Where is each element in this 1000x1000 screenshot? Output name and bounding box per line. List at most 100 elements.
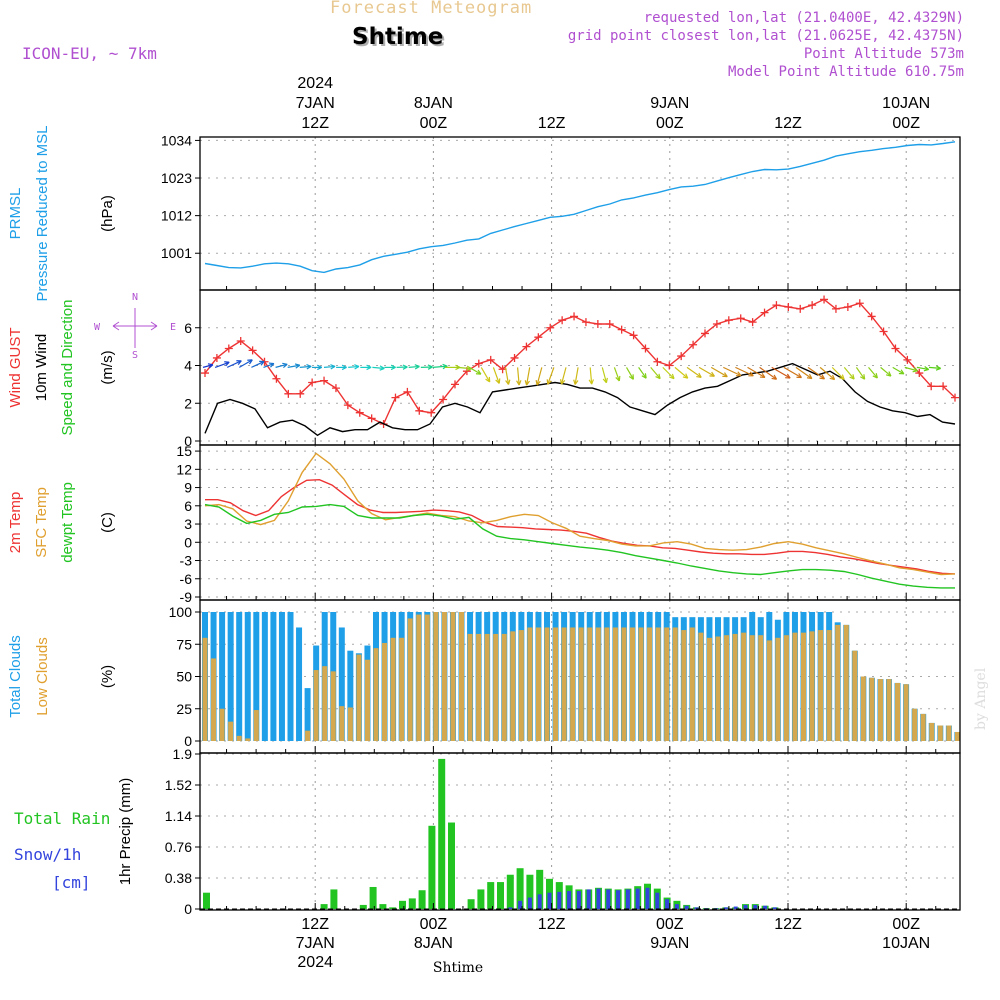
clouds-bar-low-clouds: [373, 648, 379, 741]
clouds-bar-low-clouds: [749, 635, 755, 741]
precip-bar-snow-h: [743, 904, 748, 909]
precip-legend-item: Total Rain: [14, 809, 110, 828]
gust-marker: [308, 378, 317, 387]
pressure-ylabel: PRMSL: [7, 188, 24, 240]
clouds-bar-low-clouds: [595, 627, 601, 741]
wind-direction-arrow: [287, 364, 300, 368]
wind-direction-arrow: [275, 363, 288, 368]
clouds-bar-low-clouds: [510, 631, 516, 741]
top-time-label: 2024: [297, 75, 333, 92]
gust-marker: [581, 318, 590, 327]
gust-marker: [391, 393, 400, 402]
gust-marker: [439, 395, 448, 404]
temperature-ylabel: SFC Temp: [33, 487, 50, 558]
gust-marker: [272, 374, 281, 383]
gust-marker: [617, 325, 626, 334]
wind-direction-arrowhead: [402, 364, 408, 370]
wind-direction-arrowhead: [849, 374, 855, 380]
gust-marker: [558, 316, 567, 325]
wind-ylabel: Speed and Direction: [59, 300, 76, 436]
gust-marker: [284, 389, 293, 398]
wind-direction-arrow: [560, 367, 567, 385]
bottom-time-label: 00Z: [892, 916, 920, 933]
wind-direction-arrow: [662, 366, 675, 380]
clouds-bar-low-clouds: [792, 632, 798, 741]
wind-direction-arrow: [517, 367, 520, 386]
wind-direction-arrow: [638, 367, 647, 379]
clouds-bar-low-clouds: [561, 627, 567, 741]
bottom-time-label: 00Z: [656, 916, 684, 933]
wind-direction-arrowhead: [354, 364, 360, 370]
clouds-bar-low-clouds: [954, 731, 960, 741]
clouds-bar-low-clouds: [766, 640, 772, 741]
requested-coords: requested lon,lat (21.0400E, 42.4329N): [643, 10, 964, 26]
clouds-bar-low-clouds: [903, 684, 909, 741]
wind-direction-arrow: [831, 366, 845, 380]
gust-marker: [879, 327, 888, 336]
wind-direction-arrowhead: [247, 359, 253, 365]
wind-direction-arrow: [547, 367, 555, 385]
gust-marker: [724, 316, 733, 325]
wind-direction-arrow: [323, 365, 336, 368]
wind-direction-arrow: [650, 367, 661, 380]
clouds-bar-low-clouds: [706, 637, 712, 741]
precip-bar-total-rain: [516, 868, 524, 909]
wind-direction-arrowhead: [224, 361, 230, 367]
wind-direction-arrow: [880, 366, 892, 377]
temperature-ytick-label: -3: [180, 553, 193, 569]
clouds-bar-low-clouds: [416, 614, 422, 741]
wind-direction-arrowhead: [829, 374, 836, 381]
wind-ylabel: Wind GUST: [7, 327, 24, 407]
precip-ytick-label: 0.76: [165, 839, 192, 855]
gust-marker: [772, 301, 781, 310]
precip-bar-total-rain: [389, 907, 397, 909]
wind-direction-arrow: [686, 366, 702, 378]
compass-south: S: [132, 350, 138, 361]
precip-bar-snow-h: [733, 906, 738, 909]
temperature-ytick-label: -9: [180, 589, 193, 605]
wind-direction-arrowhead: [379, 365, 385, 371]
wind-direction-arrowhead: [641, 373, 647, 379]
clouds-bar-low-clouds: [604, 627, 610, 741]
wind-direction-arrow: [525, 367, 531, 386]
precip-bar-total-rain: [536, 869, 544, 909]
axis-labels: 1001 1012 1023 1034 PRMSL Pressure Reduced to…: [7, 75, 930, 971]
gust-marker: [236, 336, 245, 345]
wind-direction-arrowhead: [282, 362, 288, 369]
precip-legend-item: Snow/1h: [14, 845, 81, 864]
wind-direction-arrowhead: [655, 373, 661, 380]
precip-bar-total-rain: [399, 900, 406, 909]
temperature-ytick-label: 9: [184, 480, 192, 496]
clouds-bar-low-clouds: [544, 627, 550, 741]
clouds-bar-low-clouds: [946, 725, 952, 741]
bottom-time-label: 10JAN: [882, 935, 930, 952]
bottom-time-label: 7JAN: [296, 935, 335, 952]
wind-direction-arrowhead: [696, 372, 702, 378]
clouds-bar-low-clouds: [630, 627, 635, 741]
temperature-ylabel: (C): [99, 512, 116, 533]
pressure-ytick-label: 1034: [161, 132, 192, 148]
precip-bar-snow-h: [723, 907, 728, 909]
wind-direction-arrow: [457, 366, 472, 370]
precip-bar-snow-h: [753, 904, 758, 909]
precip-bar-snow-h: [635, 888, 640, 909]
clouds-bar-low-clouds: [621, 627, 627, 741]
clouds-bar-low-clouds: [587, 627, 593, 741]
clouds-bar-low-clouds: [476, 633, 482, 741]
clouds-bar-low-clouds: [407, 618, 413, 741]
clouds-bar-low-clouds: [253, 710, 259, 741]
grid-point-coords: grid point closest lon,lat (21.0625E, 42…: [567, 28, 964, 44]
top-time-label: 00Z: [892, 115, 920, 132]
wind-direction-arrowhead: [898, 369, 905, 375]
precip-bar-snow-h: [674, 904, 679, 909]
wind-direction-arrow: [239, 359, 253, 368]
top-time-label: 9JAN: [650, 95, 689, 112]
clouds-bar-low-clouds: [322, 666, 328, 741]
clouds-bar-low-clouds: [672, 627, 678, 741]
top-time-label: 00Z: [420, 115, 448, 132]
temperature-line-2m-temp: [205, 478, 956, 575]
clouds-bar-low-clouds: [689, 627, 695, 741]
clouds-bar-low-clouds: [236, 735, 242, 741]
precip-bar-snow-h: [625, 889, 630, 909]
clouds-ytick-label: 75: [176, 636, 192, 652]
